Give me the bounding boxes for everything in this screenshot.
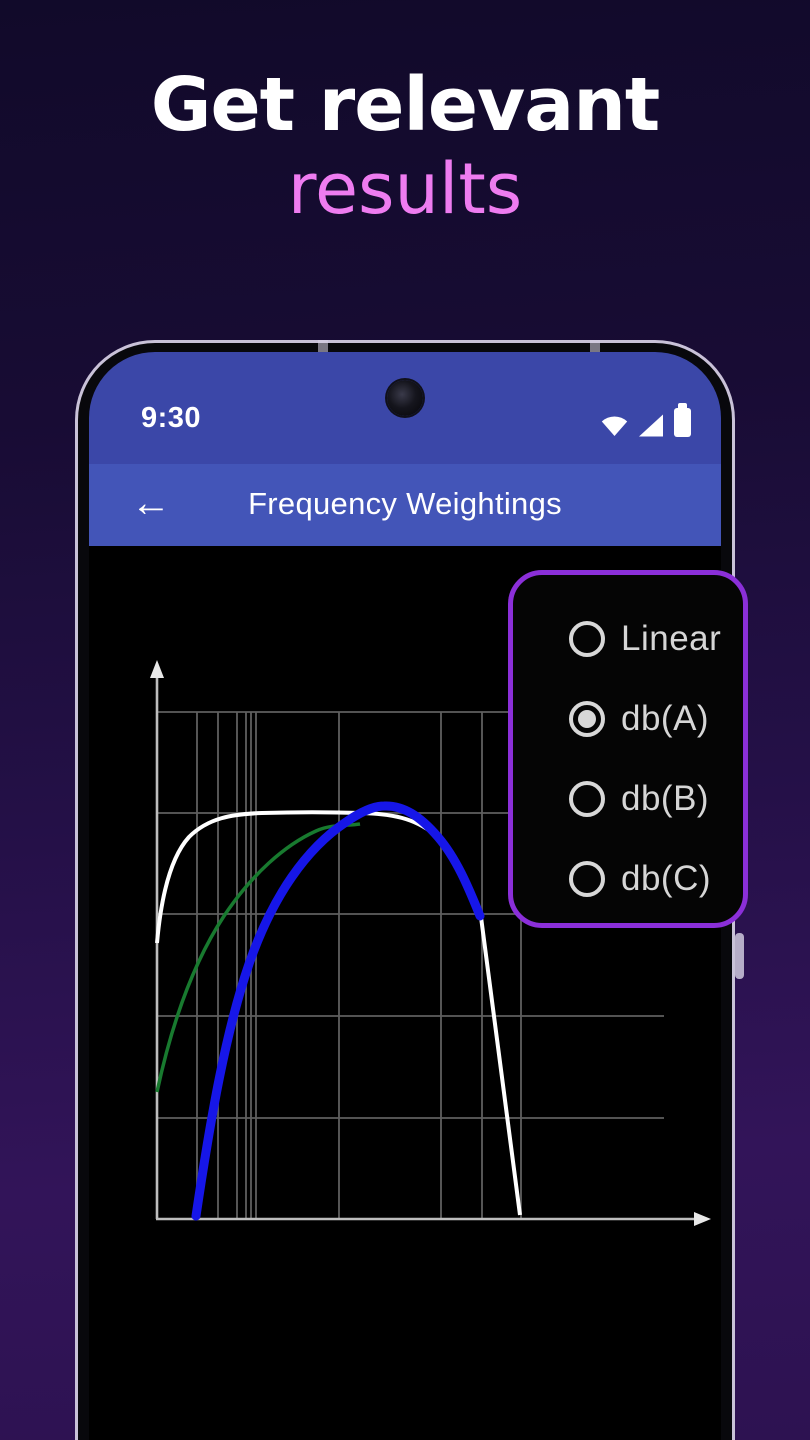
radio-linear[interactable]: [569, 621, 605, 657]
option-label: db(B): [621, 779, 710, 818]
cellular-signal-icon: [639, 414, 663, 437]
wifi-icon: [601, 416, 628, 436]
option-dba[interactable]: db(A): [513, 679, 743, 759]
hero-title-line1: Get relevant: [150, 62, 661, 148]
back-arrow-icon[interactable]: ←: [131, 481, 171, 525]
option-label: db(A): [621, 699, 710, 738]
hero-headline: Get relevant results: [0, 62, 810, 230]
option-label: Linear: [621, 619, 722, 658]
front-camera: [387, 380, 423, 416]
option-dbb[interactable]: db(B): [513, 759, 743, 839]
status-bar: 9:30: [89, 352, 721, 464]
radio-dbb[interactable]: [569, 781, 605, 817]
app-bar: ← Frequency Weightings: [89, 464, 721, 546]
status-icons: [601, 403, 691, 437]
option-linear[interactable]: Linear: [513, 599, 743, 679]
option-dbc[interactable]: db(C): [513, 839, 743, 919]
status-time: 9:30: [141, 402, 202, 434]
weighting-popup: Linear db(A) db(B) db(C): [508, 570, 748, 928]
antenna-seam: [318, 340, 328, 357]
radio-dbc[interactable]: [569, 861, 605, 897]
power-button: [735, 933, 744, 979]
radio-dba[interactable]: [569, 701, 605, 737]
hero-title-line2: results: [287, 148, 523, 231]
option-label: db(C): [621, 859, 712, 898]
antenna-seam: [590, 340, 600, 357]
page-title: Frequency Weightings: [248, 486, 562, 521]
battery-icon: [674, 403, 691, 437]
